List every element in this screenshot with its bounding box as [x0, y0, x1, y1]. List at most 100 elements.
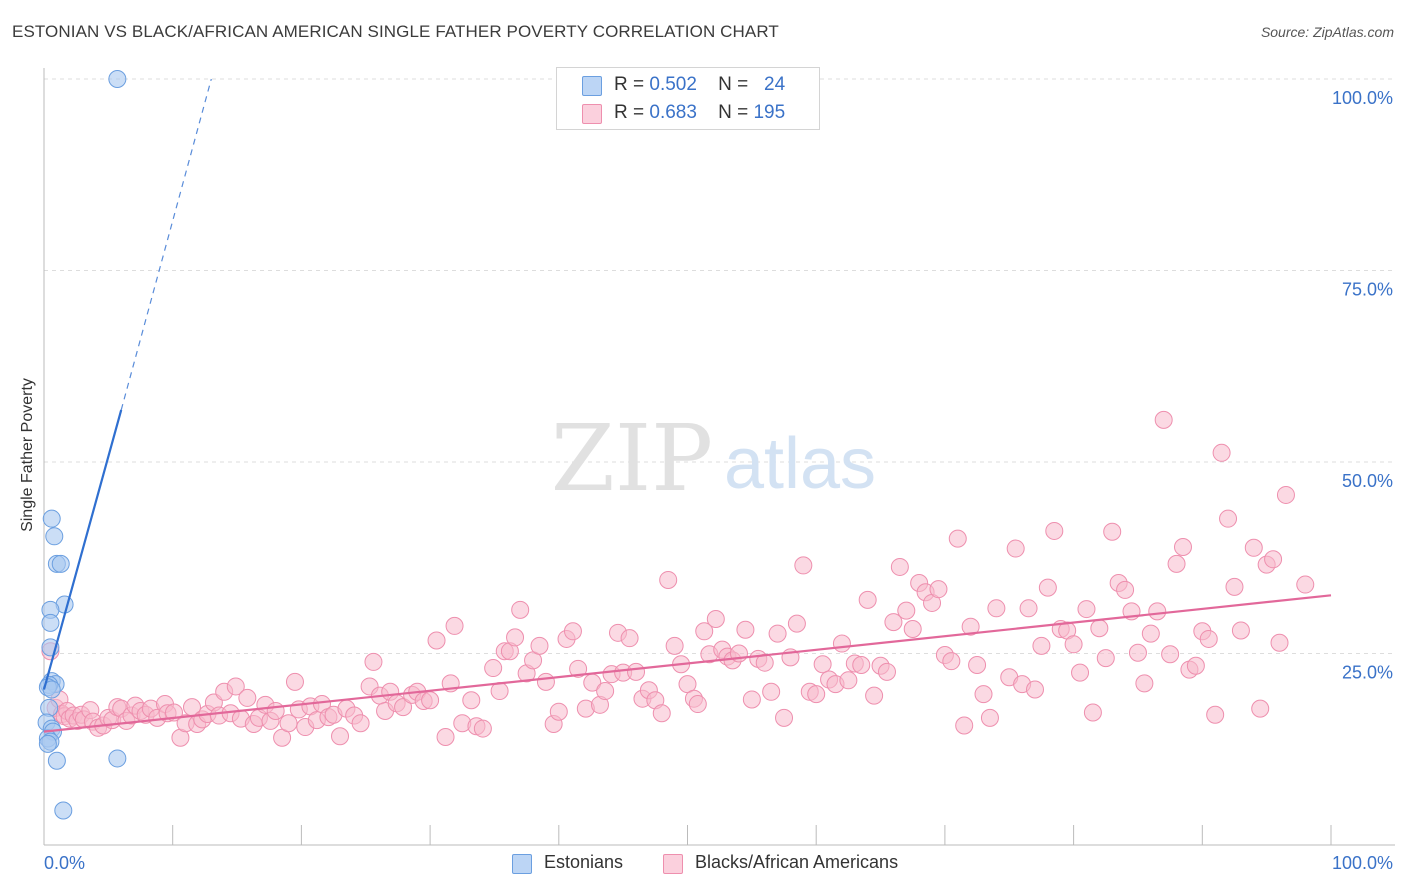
blacks-point — [1231, 621, 1250, 640]
blacks-point — [549, 702, 568, 721]
blacks-point — [394, 698, 413, 717]
legend-n-value: 195 — [753, 102, 786, 123]
legend-r-value: 0.683 — [649, 102, 697, 123]
axes — [43, 68, 1395, 846]
blacks-point — [955, 716, 974, 735]
blacks-point — [421, 691, 440, 710]
blacks-point — [807, 685, 826, 704]
legend-n-value: 24 — [764, 74, 786, 95]
gridlines — [44, 78, 1395, 654]
correlation-legend: R = 0.502 N = 24 R = 0.683 N = 195 — [556, 67, 820, 130]
blacks-point — [620, 629, 639, 648]
blacks-point — [665, 636, 684, 655]
blacks-point — [659, 570, 678, 589]
estonians-points — [37, 70, 127, 820]
blacks-point — [1154, 410, 1173, 429]
estonians-point — [54, 801, 73, 820]
blacks-point — [364, 652, 383, 671]
blacks-point — [1161, 645, 1180, 664]
blacks-point — [1083, 703, 1102, 722]
blacks-point — [351, 714, 370, 733]
estonians-trend-line — [42, 409, 123, 690]
blacks-point — [1206, 705, 1225, 724]
blacks-point — [865, 686, 884, 705]
blacks-point — [1141, 624, 1160, 643]
blacks-point — [652, 704, 671, 723]
blacks-point — [762, 682, 781, 701]
blacks-point — [929, 580, 948, 599]
blacks-point — [1096, 649, 1115, 668]
blacks-point — [1199, 629, 1218, 648]
source-credit: Source: ZipAtlas.com — [1260, 24, 1394, 40]
blacks-point — [1244, 538, 1263, 557]
blacks-point — [1167, 554, 1186, 573]
blacks-point — [877, 662, 896, 681]
watermark-zip: ZIP — [551, 405, 713, 512]
blacks-point — [1148, 602, 1167, 621]
blacks-point — [884, 613, 903, 632]
blacks-point — [968, 655, 987, 674]
blacks-point — [1264, 550, 1283, 569]
watermark: ZIP atlas — [551, 405, 876, 512]
blacks-point — [1064, 635, 1083, 654]
estonians-point — [45, 527, 64, 546]
blacks-point — [1077, 600, 1096, 619]
blacks-point — [627, 662, 646, 681]
blacks-point — [890, 557, 909, 576]
legend-n-label: N = — [718, 102, 749, 123]
bottom-legend-blacks-label: Blacks/African Americans — [695, 852, 899, 872]
blacks-point — [484, 659, 503, 678]
blacks-point — [942, 652, 961, 671]
y-tick-label: 50.0% — [1342, 471, 1393, 491]
blacks-point — [1019, 599, 1038, 618]
blacks-point — [1038, 578, 1057, 597]
blacks-point — [948, 529, 967, 548]
blacks-point — [473, 719, 492, 738]
blacks-point — [1186, 656, 1205, 675]
blacks-point — [436, 727, 455, 746]
tick-labels: 25.0% 50.0% 75.0% 100.0% 0.0% 100.0% — [44, 88, 1393, 873]
blacks-point — [903, 619, 922, 638]
blacks-point — [1173, 538, 1192, 557]
blacks-point — [506, 628, 525, 647]
blacks-point — [1276, 485, 1295, 504]
estonians-point — [51, 554, 70, 573]
legend-r-value: 0.502 — [649, 74, 697, 95]
blacks-point — [1045, 521, 1064, 540]
estonians-point — [47, 751, 66, 770]
blacks-point — [768, 624, 787, 643]
blacks-point — [1032, 636, 1051, 655]
blacks-point — [1006, 539, 1025, 558]
blacks-point — [813, 655, 832, 674]
legend-r-label: R = — [614, 102, 645, 123]
legend-text-estonians: R = 0.502 N = 24 — [614, 74, 785, 96]
bottom-legend-estonians-label: Estonians — [544, 852, 624, 872]
watermark-atlas: atlas — [724, 424, 876, 504]
blacks-point — [569, 659, 588, 678]
estonians-point — [42, 680, 61, 699]
estonians-point — [108, 70, 127, 88]
y-tick-label: 100.0% — [1332, 88, 1393, 108]
estonians-swatch — [582, 76, 602, 96]
blacks-point — [1071, 663, 1090, 682]
blacks-point — [695, 622, 714, 641]
blacks-point — [736, 620, 755, 639]
blacks-point — [832, 634, 851, 653]
blacks-point — [1135, 674, 1154, 693]
estonians-swatch — [512, 854, 532, 874]
blacks-point — [852, 655, 871, 674]
chart-title: ESTONIAN VS BLACK/AFRICAN AMERICAN SINGL… — [12, 22, 779, 41]
blacks-point — [1251, 699, 1270, 718]
blacks-trend-line — [43, 594, 1332, 733]
blacks-point — [858, 590, 877, 609]
blacks-point — [1103, 522, 1122, 541]
estonians-point — [42, 509, 61, 528]
blacks-point — [1219, 509, 1238, 528]
blacks-point — [987, 599, 1006, 618]
x-tick-label: 0.0% — [44, 853, 85, 873]
blacks-point — [511, 600, 530, 619]
blacks-point — [742, 690, 761, 709]
blacks-point — [1296, 575, 1315, 594]
blacks-swatch — [663, 854, 683, 874]
